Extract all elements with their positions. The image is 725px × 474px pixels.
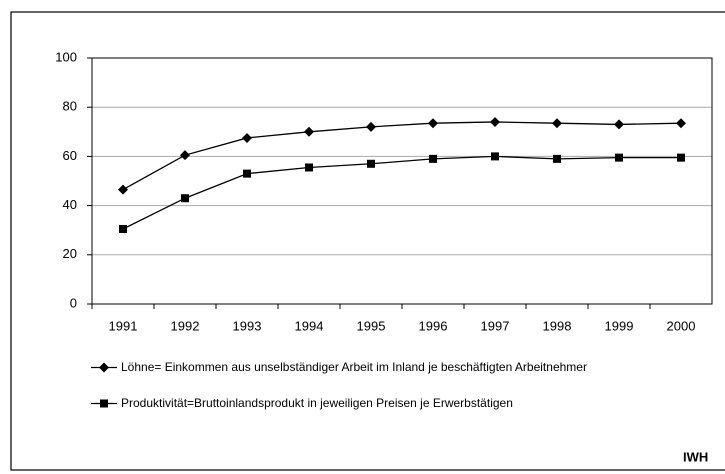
x-tick-label: 2000: [667, 318, 696, 333]
y-tick-label: 60: [63, 148, 77, 163]
marker: [242, 132, 252, 143]
x-tick-label: 1994: [295, 318, 324, 333]
marker: [614, 119, 624, 130]
x-tick-label: 1996: [419, 318, 448, 333]
series-line: [122, 155, 681, 230]
y-tick-label: 100: [55, 49, 77, 64]
marker: [118, 184, 128, 195]
marker: [615, 153, 623, 162]
x-tick-label: 1997: [481, 318, 510, 333]
x-tick-label: 1995: [357, 318, 386, 333]
marker: [428, 118, 438, 129]
marker: [429, 154, 437, 163]
legend-entry: Produktivität=Bruttoinlandsprodukt in je…: [90, 396, 710, 411]
y-tick-label: 20: [63, 246, 77, 261]
x-tick-label: 1998: [543, 318, 572, 333]
x-tick-label: 1992: [171, 318, 200, 333]
y-tick-label: 80: [63, 99, 77, 114]
marker: [367, 159, 375, 168]
marker: [552, 118, 562, 129]
marker: [491, 152, 499, 161]
x-tick-label: 1999: [605, 318, 634, 333]
marker: [100, 399, 108, 408]
marker: [553, 154, 561, 163]
legend-entry: Löhne= Einkommen aus unselbständiger Arb…: [90, 360, 710, 375]
marker: [304, 126, 314, 137]
marker: [181, 194, 189, 203]
marker: [119, 224, 127, 233]
legend-icon: [91, 399, 117, 408]
annotation: IWH: [683, 449, 708, 464]
marker: [366, 121, 376, 132]
x-tick-label: 1991: [109, 318, 138, 333]
marker: [305, 163, 313, 172]
marker: [676, 118, 686, 129]
marker: [99, 362, 109, 373]
series-line: [122, 121, 682, 191]
marker: [243, 169, 251, 178]
frame: [10, 11, 725, 471]
plot-area: [91, 57, 713, 305]
legend-label: Löhne= Einkommen aus unselbständiger Arb…: [121, 360, 587, 374]
marker: [180, 150, 190, 161]
x-tick-label: 1993: [233, 318, 262, 333]
legend-label: Produktivität=Bruttoinlandsprodukt in je…: [121, 396, 513, 410]
y-tick-label: 40: [63, 197, 77, 212]
marker: [677, 153, 685, 162]
marker: [490, 116, 500, 127]
legend-icon: [91, 362, 117, 373]
y-tick-label: 0: [70, 295, 77, 310]
